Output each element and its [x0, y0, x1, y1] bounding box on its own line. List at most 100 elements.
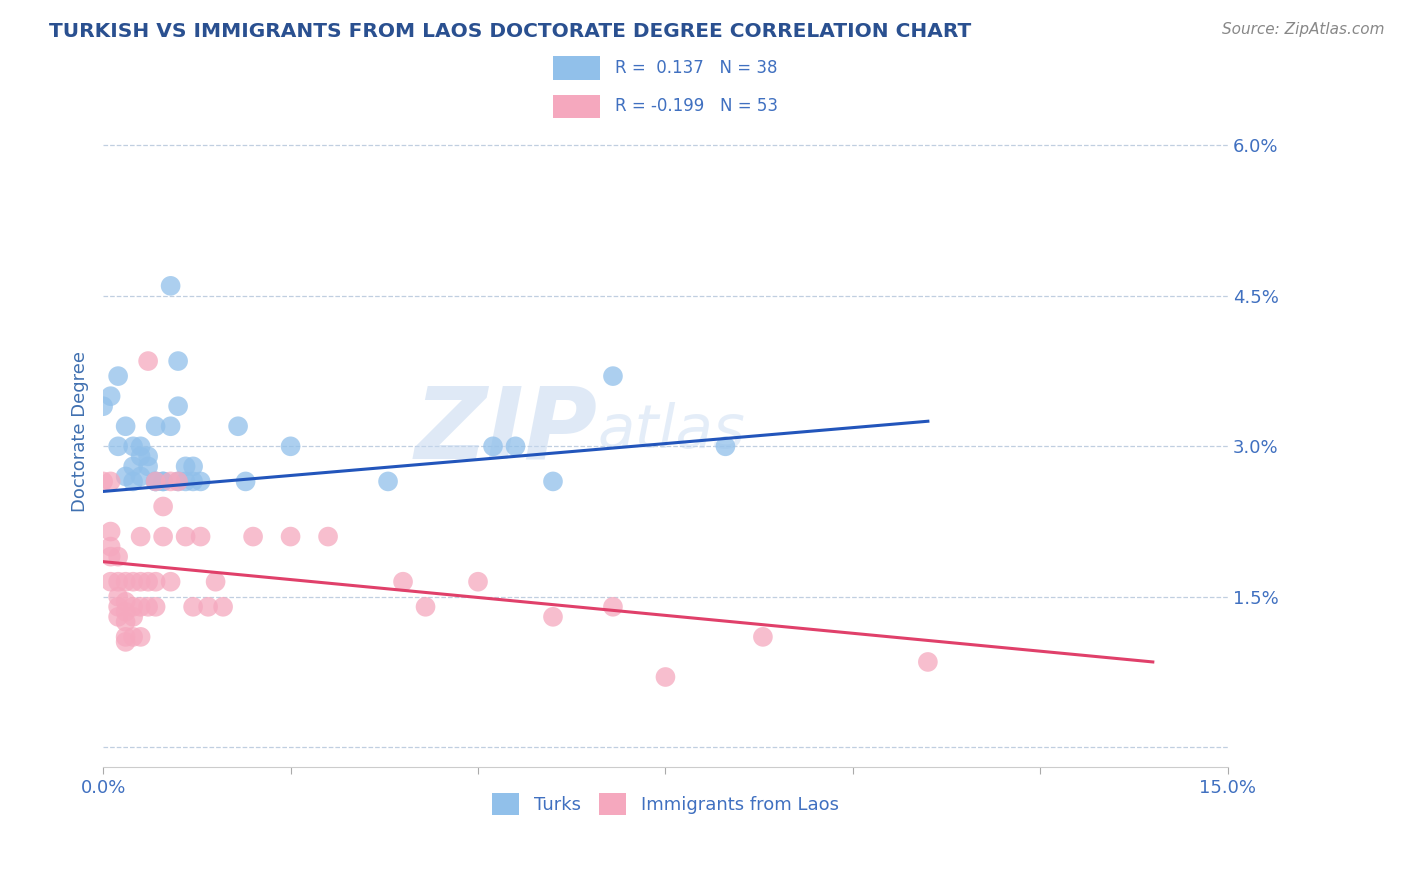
Point — [114, 419, 136, 434]
Point — [917, 655, 939, 669]
Point — [122, 630, 145, 644]
Point — [91, 399, 114, 413]
Point — [129, 450, 152, 464]
Point — [122, 599, 145, 614]
Point — [100, 549, 122, 564]
Point — [280, 439, 302, 453]
Point — [152, 530, 174, 544]
Point — [122, 459, 145, 474]
Point — [152, 500, 174, 514]
Point — [167, 399, 190, 413]
Point — [114, 574, 136, 589]
Point — [174, 475, 197, 489]
Point — [91, 475, 114, 489]
Point — [107, 609, 129, 624]
Point — [107, 599, 129, 614]
Point — [129, 469, 152, 483]
Point — [145, 475, 167, 489]
Point — [145, 475, 167, 489]
Point — [280, 530, 302, 544]
Point — [129, 574, 152, 589]
Point — [159, 574, 181, 589]
Point — [602, 599, 624, 614]
Text: ZIP: ZIP — [415, 383, 598, 480]
Point — [114, 469, 136, 483]
Point — [654, 670, 676, 684]
Point — [145, 419, 167, 434]
Point — [541, 475, 564, 489]
Point — [181, 459, 204, 474]
Point — [197, 599, 219, 614]
Point — [316, 530, 339, 544]
Text: Source: ZipAtlas.com: Source: ZipAtlas.com — [1222, 22, 1385, 37]
Point — [174, 530, 197, 544]
Point — [100, 389, 122, 403]
Point — [505, 439, 527, 453]
Point — [100, 540, 122, 554]
Text: atlas: atlas — [598, 401, 745, 461]
Point — [190, 530, 212, 544]
Point — [129, 630, 152, 644]
Text: TURKISH VS IMMIGRANTS FROM LAOS DOCTORATE DEGREE CORRELATION CHART: TURKISH VS IMMIGRANTS FROM LAOS DOCTORAT… — [49, 22, 972, 41]
Point — [242, 530, 264, 544]
Point — [145, 599, 167, 614]
Point — [145, 475, 167, 489]
Point — [107, 590, 129, 604]
Point — [114, 615, 136, 629]
Point — [181, 475, 204, 489]
Point — [136, 459, 159, 474]
Point — [136, 450, 159, 464]
Point — [122, 475, 145, 489]
Point — [152, 475, 174, 489]
Point — [159, 419, 181, 434]
Point — [136, 599, 159, 614]
Point — [174, 459, 197, 474]
Point — [167, 475, 190, 489]
Point — [107, 369, 129, 384]
Point — [129, 530, 152, 544]
Point — [122, 574, 145, 589]
Point — [136, 354, 159, 368]
Text: R =  0.137   N = 38: R = 0.137 N = 38 — [614, 60, 778, 78]
Point — [212, 599, 235, 614]
Point — [129, 439, 152, 453]
Bar — [554, 95, 600, 119]
Point — [415, 599, 437, 614]
Point — [226, 419, 249, 434]
Point — [114, 635, 136, 649]
Point — [467, 574, 489, 589]
Point — [377, 475, 399, 489]
Point — [152, 475, 174, 489]
Point — [122, 609, 145, 624]
Point — [541, 609, 564, 624]
Point — [145, 574, 167, 589]
Point — [136, 574, 159, 589]
Point — [107, 439, 129, 453]
Text: R = -0.199   N = 53: R = -0.199 N = 53 — [614, 97, 778, 115]
Point — [190, 475, 212, 489]
Point — [602, 369, 624, 384]
Point — [752, 630, 775, 644]
Point — [167, 354, 190, 368]
Point — [159, 278, 181, 293]
Point — [482, 439, 505, 453]
Point — [129, 599, 152, 614]
Point — [122, 439, 145, 453]
Point — [114, 595, 136, 609]
Point — [107, 549, 129, 564]
Point — [714, 439, 737, 453]
Point — [114, 605, 136, 619]
Point — [100, 475, 122, 489]
Point — [100, 574, 122, 589]
Point — [204, 574, 226, 589]
Point — [114, 630, 136, 644]
Point — [100, 524, 122, 539]
Y-axis label: Doctorate Degree: Doctorate Degree — [72, 351, 89, 512]
Point — [107, 574, 129, 589]
Legend: Turks, Immigrants from Laos: Turks, Immigrants from Laos — [485, 786, 846, 822]
Point — [235, 475, 257, 489]
Point — [392, 574, 415, 589]
Point — [181, 599, 204, 614]
Bar — [554, 56, 600, 80]
Point — [159, 475, 181, 489]
